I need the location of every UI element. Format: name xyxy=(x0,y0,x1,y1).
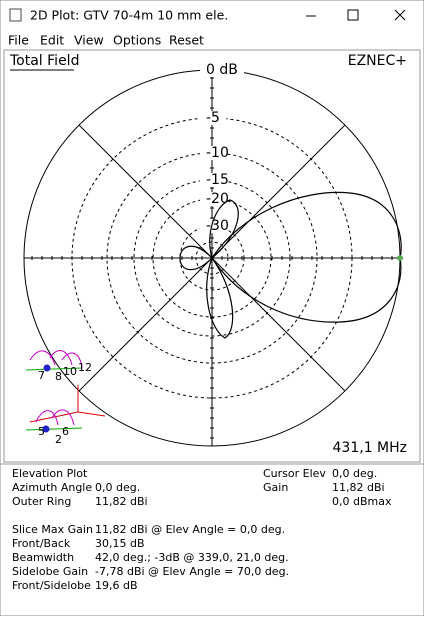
summary-label: Beamwidth xyxy=(12,551,74,564)
icon-labels: 7 8 10 12 5 62 xyxy=(38,361,92,446)
icon-label: 5 xyxy=(38,425,45,438)
side-lobes xyxy=(179,199,239,339)
ring-label: -10 xyxy=(206,145,229,161)
icon-label: 6 xyxy=(62,425,69,438)
ring-label: -30 xyxy=(206,218,229,234)
menu-item[interactable]: Reset xyxy=(169,33,204,48)
info-value: 0,0 deg. xyxy=(95,481,140,494)
ring-label-bg xyxy=(200,63,244,77)
icon-element xyxy=(25,427,83,431)
menu-item[interactable]: Options xyxy=(113,33,161,48)
icon-element xyxy=(25,367,83,371)
info-value: 11,82 dBi xyxy=(332,481,385,494)
icon-label: 2 xyxy=(55,433,62,446)
summary-value: 11,82 dBi @ Elev Angle = 0,0 deg. xyxy=(95,523,285,536)
icon-label: 7 xyxy=(38,369,45,382)
ring-label: -20 xyxy=(206,191,229,207)
menu-item[interactable]: File xyxy=(8,33,29,48)
ring-label-bg xyxy=(200,173,226,187)
window-title: 2D Plot: GTV 70-4m 10 mm ele. xyxy=(30,8,228,23)
summary-label: Sidelobe Gain xyxy=(12,565,88,578)
app-icon xyxy=(9,8,22,22)
summary-value: -7,78 dBi @ Elev Angle = 70,0 deg. xyxy=(95,565,289,578)
icon-source xyxy=(42,425,50,433)
maximize-button[interactable] xyxy=(347,9,359,21)
menu-bar: File Edit View Options Reset xyxy=(8,33,204,48)
icon-lobes xyxy=(35,409,75,426)
cursor xyxy=(397,255,403,261)
ring-label-bg xyxy=(200,146,226,160)
ring-label-bg xyxy=(200,219,226,233)
summary-value: 30,15 dB xyxy=(95,537,145,550)
info-heading: Elevation Plot xyxy=(12,467,88,480)
frequency: 431,1 MHz xyxy=(333,440,407,456)
info-panel: Azimuth Angle 0,0 deg.Outer Ring 11,82 dBi… xyxy=(12,467,392,592)
summary-label: Front/Back xyxy=(12,537,71,550)
ring-label: -5 xyxy=(206,110,220,126)
ring-label-bg xyxy=(200,192,226,206)
summary-value: 42,0 deg.; -3dB @ 339,0, 21,0 deg. xyxy=(95,551,289,564)
ring-label-bg xyxy=(200,111,226,125)
info-label: Cursor Elev xyxy=(263,467,326,480)
icon-label: 8 xyxy=(55,370,62,383)
plot-label: Total Field xyxy=(9,53,79,69)
icon-label: 12 xyxy=(78,361,92,374)
summary-label: Slice Max Gain xyxy=(12,523,93,536)
icon-label: 10 xyxy=(63,365,77,378)
antenna-icon-top xyxy=(25,350,83,372)
antenna-icon-bottom xyxy=(25,385,106,433)
menu-item[interactable]: Edit xyxy=(40,33,64,48)
info-value: 0,0 dBmax xyxy=(332,495,392,508)
ring-label: 0 dB xyxy=(206,62,238,78)
info-value: 0,0 deg. xyxy=(332,467,377,480)
info-label: Outer Ring xyxy=(12,495,71,508)
icon-lobes xyxy=(29,350,83,369)
ring-label: -15 xyxy=(206,172,229,188)
menu-item[interactable]: View xyxy=(74,33,104,48)
icon-source xyxy=(43,364,51,372)
close-button[interactable] xyxy=(394,9,406,21)
summary-label: Front/Sidelobe xyxy=(12,579,91,592)
brand: EZNEC+ xyxy=(348,53,407,69)
info-value: 11,82 dBi xyxy=(95,495,148,508)
info-label: Gain xyxy=(263,481,288,494)
info-label: Azimuth Angle xyxy=(12,481,92,494)
summary-value: 19,6 dB xyxy=(95,579,138,592)
